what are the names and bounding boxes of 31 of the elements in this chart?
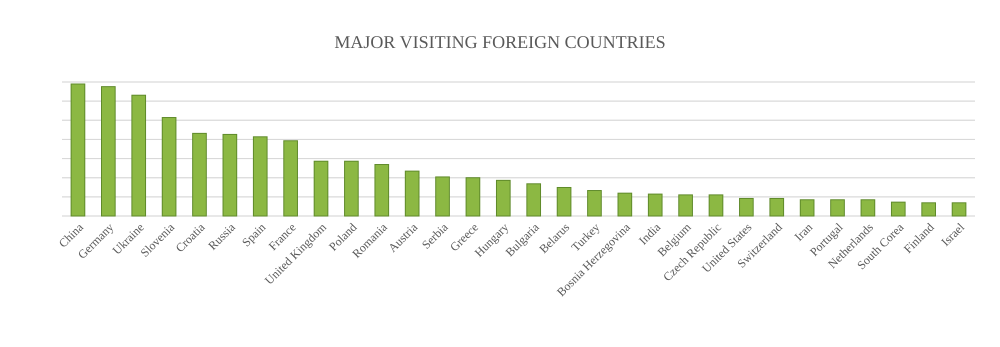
bar: [192, 132, 207, 216]
bar: [314, 160, 328, 216]
bar: [162, 117, 176, 216]
bar: [952, 202, 966, 216]
bar: [678, 194, 693, 216]
bar: [435, 176, 450, 216]
bar: [131, 94, 146, 216]
bar: [618, 192, 632, 216]
bar: [556, 186, 572, 216]
chart-title: MAJOR VISITING FOREIGN COUNTRIES: [334, 32, 666, 52]
bar: [222, 134, 238, 216]
bar: [344, 160, 359, 216]
bar: [252, 136, 268, 216]
bar: [890, 202, 906, 216]
bar: [374, 164, 390, 216]
bar: [648, 194, 663, 216]
bar: [101, 86, 116, 216]
bar: [70, 84, 86, 216]
bar: [708, 194, 724, 216]
bar: [283, 140, 298, 216]
bar: [496, 180, 511, 216]
bar: [830, 199, 845, 216]
bar: [404, 170, 420, 216]
bar: [526, 183, 542, 216]
bar: [769, 198, 784, 216]
bar: [739, 198, 754, 216]
bar: [800, 199, 814, 216]
bar: [466, 177, 480, 216]
bar: [587, 190, 602, 216]
bar: [921, 202, 936, 216]
bar: [860, 199, 876, 216]
